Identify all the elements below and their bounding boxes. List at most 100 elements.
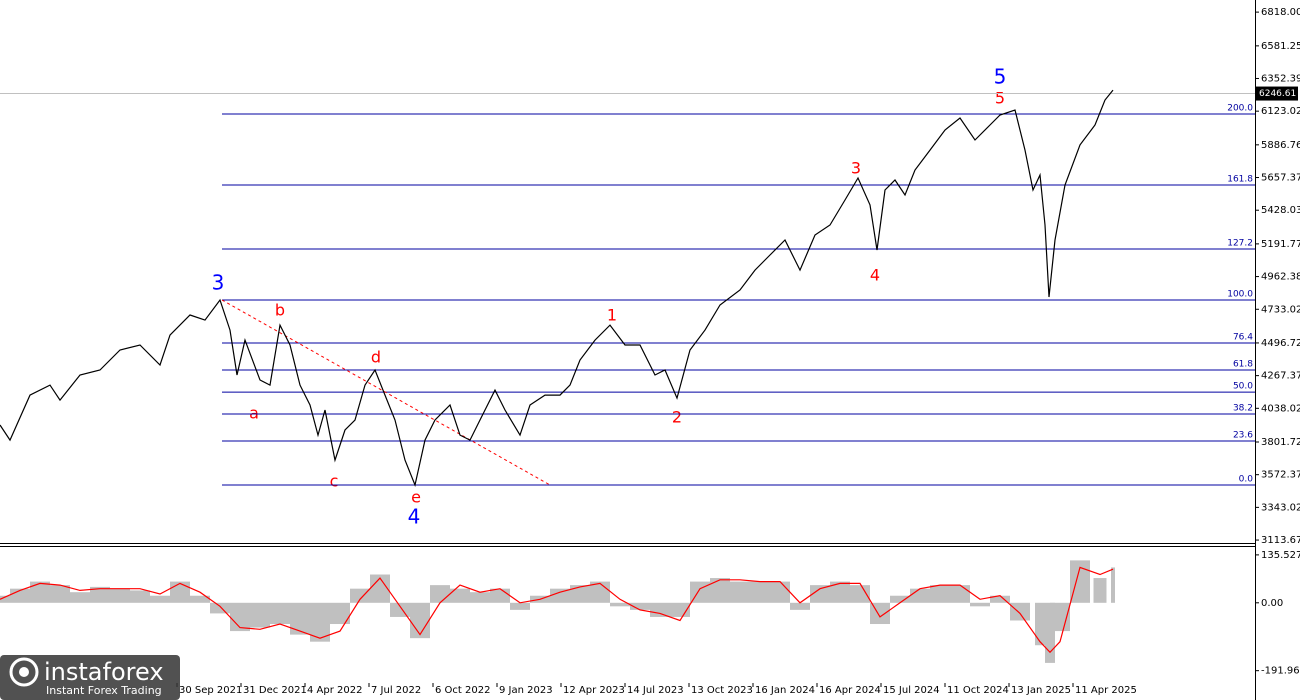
current-price-box [1256, 86, 1298, 101]
wave-label: 5 [995, 89, 1005, 108]
histogram-bar [750, 581, 770, 603]
wave-label: 5 [994, 65, 1007, 89]
histogram-bar [270, 602, 290, 625]
y-tick-label: 6352.39 [1261, 73, 1300, 84]
fibo-label: 100.0 [1227, 290, 1253, 300]
x-tick-label: 4 Apr 2022 [307, 685, 362, 696]
fibo-label: 0.0 [1239, 474, 1254, 484]
y-tick-label: 4962.38 [1261, 272, 1300, 283]
y-tick-label: 5191.77 [1261, 239, 1300, 250]
y-tick-label: 5657.37 [1261, 173, 1300, 184]
wave-label: d [371, 348, 381, 367]
histogram-bar [1111, 567, 1115, 603]
histogram-bar [490, 588, 510, 603]
x-tick-label: 13 Oct 2023 [691, 685, 753, 696]
histogram-bar [430, 585, 450, 603]
histogram-bar [770, 581, 790, 603]
y-tick-label: 3801.72 [1261, 437, 1300, 448]
histogram-bar [1035, 602, 1045, 646]
histogram-bar [610, 602, 630, 607]
y-tick-label: 6123.02 [1261, 106, 1300, 117]
histogram-bar [970, 602, 990, 607]
histogram-bar [710, 578, 730, 603]
histogram-bar [650, 602, 670, 617]
y-tick-label: 4733.02 [1261, 304, 1300, 315]
y-tick-label: 3113.67 [1261, 535, 1300, 546]
histogram-bar [210, 602, 230, 614]
histogram-bar [850, 585, 870, 603]
y-tick-label: 4496.72 [1261, 338, 1300, 349]
histogram-bar [70, 592, 90, 603]
wave-label: c [330, 472, 339, 491]
histogram-bar [330, 602, 350, 625]
y-tick-label: 5428.03 [1261, 205, 1300, 216]
wave-label: 3 [851, 159, 861, 178]
wave-label: 3 [212, 271, 225, 295]
histogram-bar [290, 602, 310, 635]
x-tick-label: 11 Apr 2025 [1075, 685, 1137, 696]
wave-label: 1 [607, 306, 617, 325]
watermark: instaforex Instant Forex Trading [0, 655, 180, 700]
wave-labels: 3 b a d c e 4 1 2 3 4 5 5 [212, 65, 1007, 529]
watermark-icon [9, 657, 39, 687]
current-price-label: 6246.61 [1259, 89, 1296, 99]
histogram-bar [150, 595, 170, 603]
x-tick-label: 6 Oct 2022 [435, 685, 490, 696]
histogram-bar [1010, 602, 1030, 621]
wave-label: 2 [672, 408, 682, 427]
fibo-label: 23.6 [1233, 430, 1253, 440]
histogram-bar [630, 602, 650, 610]
x-tick-label: 15 Jul 2024 [883, 685, 940, 696]
histogram-bar [50, 585, 70, 603]
y-tick-label: 3572.37 [1261, 470, 1300, 481]
histogram-bar [810, 585, 830, 603]
fibo-label: 61.8 [1233, 359, 1253, 369]
x-tick-label: 30 Sep 2021 [179, 685, 242, 696]
wave-label: b [275, 301, 285, 320]
x-tick-label: 13 Jan 2025 [1011, 685, 1071, 696]
trendline [221, 299, 551, 486]
histogram-bar [310, 602, 330, 642]
histogram-bar [110, 588, 130, 603]
y-tick-label: 6818.00 [1261, 7, 1300, 18]
fibo-label: 200.0 [1227, 104, 1253, 114]
y-tick-label: 4038.02 [1261, 403, 1300, 414]
histogram-bar [350, 588, 370, 603]
histogram-bar [230, 602, 250, 632]
x-tick-label: 16 Apr 2024 [819, 685, 881, 696]
histogram-bar [1093, 578, 1107, 603]
x-tick-label: 31 Dec 2021 [243, 685, 307, 696]
x-tick-label: 7 Jul 2022 [371, 685, 421, 696]
x-tick-label: 11 Oct 2024 [947, 685, 1009, 696]
fibo-label: 161.8 [1227, 174, 1253, 184]
watermark-box [0, 655, 180, 700]
y-tick-label: 0.00 [1261, 598, 1283, 609]
histogram-bar [90, 586, 110, 603]
y-tick-label: 3343.02 [1261, 502, 1300, 513]
x-tick-label: 16 Jan 2024 [755, 685, 815, 696]
fibo-label: 76.4 [1233, 333, 1253, 343]
histogram-bar [470, 592, 490, 603]
histogram-bar [790, 602, 810, 610]
wave-label: e [411, 488, 421, 507]
histogram-bar [450, 588, 470, 603]
histogram-bar [170, 581, 190, 603]
histogram-bar [30, 581, 50, 603]
histogram-bar [1045, 602, 1055, 663]
wave-label: 4 [870, 266, 880, 285]
histogram-bar [550, 588, 570, 603]
fibo-label: 38.2 [1233, 404, 1253, 414]
histogram-bar [370, 574, 390, 603]
histogram-bar [510, 602, 530, 610]
y-tick-label: 5886.76 [1261, 140, 1300, 151]
histogram-bar [0, 595, 10, 603]
price-line [0, 89, 1114, 488]
wave-label: a [249, 404, 259, 423]
wave-label: 4 [408, 505, 421, 529]
signal-line [0, 566, 1114, 654]
histogram-bar [250, 602, 270, 628]
histogram-bar [890, 595, 910, 603]
histogram-bar [930, 585, 950, 603]
histogram-bar [730, 581, 750, 603]
